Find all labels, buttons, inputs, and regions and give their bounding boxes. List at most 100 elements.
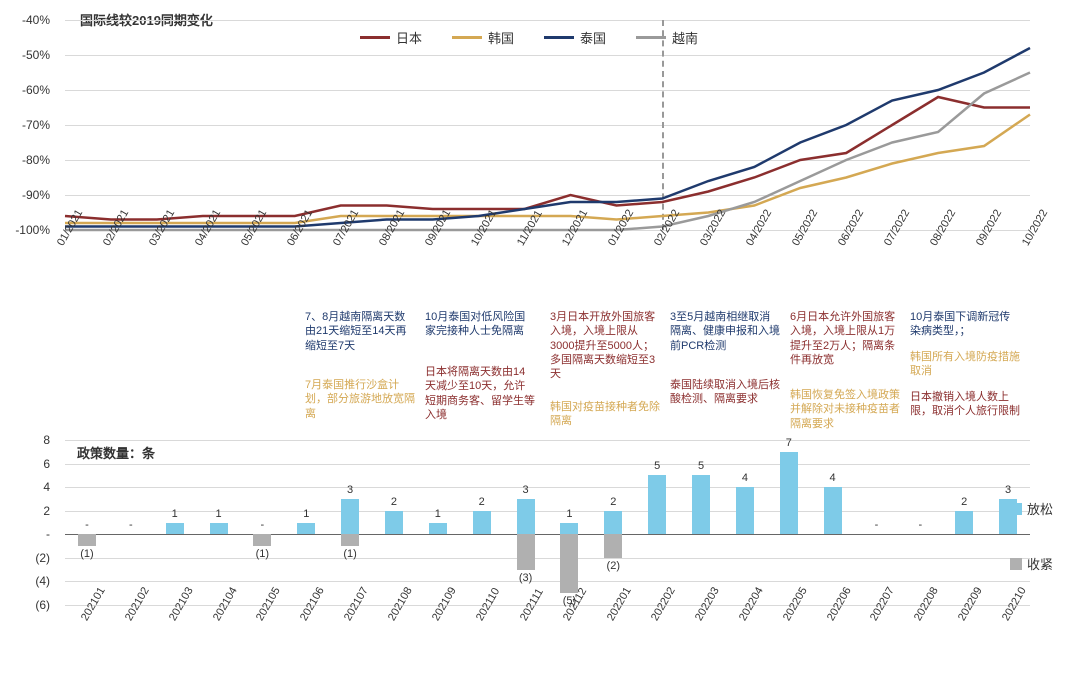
bar-relax	[210, 523, 228, 535]
bar-relax	[297, 523, 315, 535]
annotation-text: 10月泰国对低风险国家完接种人士免隔离	[425, 310, 535, 339]
bar-value-label: (3)	[516, 572, 536, 584]
bar-value-label: 2	[603, 496, 623, 508]
bar-value-label: 3	[516, 484, 536, 496]
bar-value-label: (2)	[603, 560, 623, 572]
annotations-area: 7、8月越南隔离天数由21天缩短至14天再缩短至7天 7月泰国推行沙盒计划，部分旅…	[10, 310, 1068, 440]
bar-value-label: 1	[428, 508, 448, 520]
legend-swatch	[1010, 558, 1022, 570]
bar-relax	[604, 511, 622, 535]
legend-label: 韩国	[488, 28, 514, 47]
bar-value-label: 3	[340, 484, 360, 496]
annotation-text: 泰国陆续取消入境后核酸检测、隔离要求	[670, 378, 780, 407]
legend-item: 韩国	[452, 28, 514, 47]
bar-relax	[780, 452, 798, 535]
legend-item: 越南	[636, 28, 698, 47]
bar-value-label: 2	[954, 496, 974, 508]
bar-relax	[429, 523, 447, 535]
bar-relax	[824, 487, 842, 534]
bar-tighten	[560, 534, 578, 593]
bar-value-label: (1)	[77, 548, 97, 560]
bar-value-label: -	[121, 519, 141, 531]
top-line-chart: 国际线较2019同期变化 -40%-50%-60%-70%-80%-90%-10…	[10, 10, 1068, 310]
y-axis-label: (4)	[10, 574, 50, 588]
bar-tighten	[253, 534, 271, 546]
grid-line	[65, 464, 1030, 465]
bar-tighten	[604, 534, 622, 558]
bar-relax	[517, 499, 535, 534]
bar-relax	[692, 475, 710, 534]
bar-value-label: (1)	[252, 548, 272, 560]
y-axis-label: (6)	[10, 598, 50, 612]
bar-relax	[955, 511, 973, 535]
bar-value-label: 1	[209, 508, 229, 520]
bar-relax	[560, 523, 578, 535]
grid-line	[65, 487, 1030, 488]
grid-line	[65, 558, 1030, 559]
y-axis-label: 8	[10, 433, 50, 447]
bar-value-label: 2	[472, 496, 492, 508]
bar-tighten	[341, 534, 359, 546]
bar-value-label: 7	[779, 437, 799, 449]
annotation-text: 日本撤销入境人数上限，取消个人旅行限制	[910, 390, 1020, 419]
bar-value-label: (1)	[340, 548, 360, 560]
annotation-text: 6月日本允许外国旅客入境，入境上限从1万提升至2万人；隔离条件再放宽	[790, 310, 900, 367]
bar-value-label: 2	[384, 496, 404, 508]
y-axis-label: 6	[10, 457, 50, 471]
bar-relax	[736, 487, 754, 534]
legend-swatch	[1010, 503, 1022, 515]
bar-relax	[166, 523, 184, 535]
bar-relax	[648, 475, 666, 534]
series-japan	[65, 97, 1030, 220]
y-axis-label: -	[10, 527, 50, 541]
bar-tighten	[517, 534, 535, 569]
y-axis-label: 4	[10, 480, 50, 494]
legend-swatch	[452, 36, 482, 39]
bottom-chart-title: 政策数量：条	[77, 443, 155, 462]
y-axis-label: 2	[10, 504, 50, 518]
bar-value-label: 1	[559, 508, 579, 520]
bar-value-label: 4	[823, 472, 843, 484]
annotation-text: 7、8月越南隔离天数由21天缩短至14天再缩短至7天	[305, 310, 415, 353]
annotation-text: 3月日本开放外国旅客入境，入境上限从3000提升至5000人；多国隔离天数缩短至…	[550, 310, 660, 381]
chart-container: 国际线较2019同期变化 -40%-50%-60%-70%-80%-90%-10…	[10, 10, 1068, 680]
annotation-text: 3至5月越南相继取消隔离、健康申报和入境前PCR检测	[670, 310, 780, 353]
legend-label: 越南	[672, 28, 698, 47]
annotation-text: 韩国对疫苗接种者免除隔离	[550, 400, 660, 429]
bar-value-label: -	[252, 519, 272, 531]
legend-label: 泰国	[580, 28, 606, 47]
bar-value-label: -	[77, 519, 97, 531]
annotation-text: 7月泰国推行沙盒计划，部分旅游地放宽隔离	[305, 378, 415, 421]
bar-value-label: 1	[165, 508, 185, 520]
y-axis-label: (2)	[10, 551, 50, 565]
grid-line	[65, 440, 1030, 441]
legend-swatch	[636, 36, 666, 39]
legend-label: 收紧	[1027, 554, 1053, 573]
legend-swatch	[360, 36, 390, 39]
bar-value-label: 5	[647, 460, 667, 472]
bar-value-label: -	[910, 519, 930, 531]
legend-label: 日本	[396, 28, 422, 47]
legend-item: 日本	[360, 28, 422, 47]
legend-item: 泰国	[544, 28, 606, 47]
annotation-text: 10月泰国下调新冠传染病类型，；	[910, 310, 1020, 339]
bar-relax	[385, 511, 403, 535]
annotation-text: 韩国恢复免签入境政策并解除对未接种疫苗者隔离要求	[790, 388, 900, 431]
legend-tighten: 收紧	[1010, 554, 1053, 573]
zero-line	[65, 534, 1030, 535]
legend-swatch	[544, 36, 574, 39]
grid-line	[65, 581, 1030, 582]
bar-tighten	[78, 534, 96, 546]
bar-value-label: 1	[296, 508, 316, 520]
bar-value-label: -	[866, 519, 886, 531]
bottom-bar-chart: 8642-(2)(4)(6)政策数量：条-(1)-11-(1)13(1)2123…	[10, 440, 1068, 680]
bar-value-label: 5	[691, 460, 711, 472]
bar-value-label: 4	[735, 472, 755, 484]
top-legend: 日本 韩国 泰国 越南	[360, 28, 698, 47]
series-thailand	[65, 48, 1030, 227]
legend-relax: 放松	[1010, 499, 1053, 518]
legend-label: 放松	[1027, 499, 1053, 518]
bar-relax	[473, 511, 491, 535]
bar-relax	[341, 499, 359, 534]
annotation-text: 日本将隔离天数由14天减少至10天，允许短期商务客、留学生等入境	[425, 365, 535, 422]
